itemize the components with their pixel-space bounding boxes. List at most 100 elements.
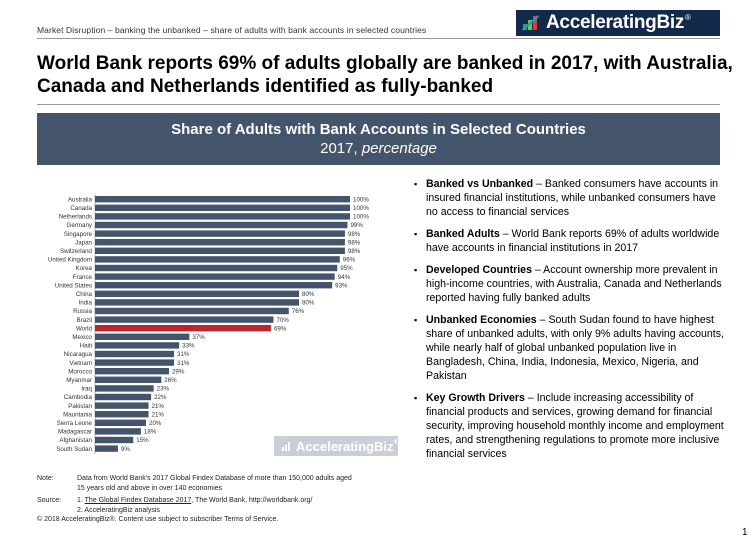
source-list: 1. The Global Findex Database 2017, The …: [77, 496, 357, 516]
category-label: Germany: [67, 222, 93, 229]
value-label: 31%: [177, 351, 190, 358]
category-label: Sierra Leone: [57, 420, 93, 427]
key-points-list: Banked vs Unbanked – Banked consumers ha…: [414, 177, 726, 469]
value-label: 22%: [154, 394, 167, 401]
brand-logo: AcceleratingBiz ®: [516, 10, 720, 36]
bar-vietnam: [95, 359, 175, 366]
category-label: Brazil: [77, 317, 92, 324]
value-label: 80%: [302, 300, 315, 307]
bar-united-kingdom: [95, 256, 340, 263]
category-label: Australia: [68, 196, 93, 203]
bullet-banked-vs-unbanked: Banked vs Unbanked – Banked consumers ha…: [414, 177, 726, 219]
logo-text: AcceleratingBiz: [546, 12, 685, 33]
category-label: Nicaragua: [64, 351, 93, 358]
source-label: Source:: [37, 497, 62, 504]
bar-brazil: [95, 316, 274, 323]
bar-afghanistan: [95, 436, 134, 444]
bullet-title: Banked Adults: [426, 228, 500, 240]
value-label: 69%: [274, 325, 287, 332]
bar-south-sudan: [95, 445, 118, 452]
value-label: 9%: [121, 446, 130, 453]
category-label: United States: [55, 282, 92, 289]
value-label: 21%: [152, 403, 165, 410]
bar-switzerland: [95, 247, 345, 254]
category-label: Cambodia: [64, 394, 93, 401]
bar-germany: [95, 221, 348, 229]
source-1-link[interactable]: The Global Findex Database 2017: [84, 497, 192, 504]
bar-russia: [95, 307, 289, 315]
category-label: Myanmar: [66, 377, 92, 384]
bar-singapore: [95, 230, 345, 237]
value-label: 98%: [348, 231, 361, 238]
value-label: 99%: [350, 222, 363, 229]
category-label: Mauritania: [63, 411, 92, 418]
value-label: 93%: [335, 282, 348, 289]
note-label: Note:: [37, 475, 54, 482]
bar-mauritania: [95, 411, 149, 418]
bar-nicaragua: [95, 350, 175, 358]
category-label: Korea: [75, 265, 92, 272]
value-label: 98%: [348, 239, 361, 246]
source-1-prefix: 1.: [77, 497, 85, 504]
value-label: 80%: [302, 291, 315, 298]
category-label: World: [76, 325, 93, 332]
category-label: Canada: [70, 205, 92, 212]
value-label: 94%: [338, 274, 351, 281]
bar-madagascar: [95, 428, 141, 435]
category-label: France: [73, 274, 93, 281]
watermark-registered-mark: ®: [393, 438, 399, 446]
value-label: 21%: [152, 411, 165, 418]
value-label: 76%: [292, 308, 305, 315]
chart-title: Share of Adults with Bank Accounts in Se…: [171, 121, 586, 138]
value-label: 31%: [177, 360, 190, 367]
source-1-suffix: , The World Bank, http://worldbank.org/: [191, 497, 313, 504]
category-label: Singapore: [64, 231, 93, 238]
category-label: Iraq: [81, 386, 92, 393]
chart-subtitle-unit: percentage: [361, 140, 437, 157]
watermark-logo: AcceleratingBiz ®: [274, 436, 399, 456]
category-label: Mexico: [72, 334, 92, 341]
chart-subtitle: 2017, percentage: [37, 140, 720, 157]
category-label: Russia: [73, 308, 92, 315]
value-label: 100%: [353, 196, 369, 203]
bar-japan: [95, 239, 345, 246]
bar-mexico: [95, 333, 190, 340]
bar-iraq: [95, 385, 154, 392]
bar-myanmar: [95, 376, 162, 383]
bar-france: [95, 273, 335, 280]
bar-australia: [95, 196, 350, 203]
value-label: 100%: [353, 214, 369, 221]
value-label: 96%: [343, 257, 356, 264]
page-title: World Bank reports 69% of adults globall…: [37, 53, 733, 97]
value-label: 100%: [353, 205, 369, 212]
copyright-footer: © 2018 AcceleratingBiz®. Content use sub…: [37, 516, 279, 523]
bullet-title: Banked vs Unbanked: [426, 178, 534, 190]
bullet-key-growth-drivers: Key Growth Drivers – Include increasing …: [414, 391, 726, 461]
watermark-bars-icon: [280, 439, 294, 453]
bar-china: [95, 290, 299, 297]
category-label: Afghanistan: [59, 437, 92, 444]
category-label: Vietnam: [69, 360, 92, 367]
note-text: Data from World Bank's 2017 Global Finde…: [77, 475, 352, 492]
chart-subtitle-year: 2017,: [320, 140, 362, 157]
value-label: 29%: [172, 368, 185, 375]
bar-netherlands: [95, 213, 350, 220]
bullet-text: – South Sudan found to have highest shar…: [426, 314, 724, 382]
chart-banner: Share of Adults with Bank Accounts in Se…: [37, 113, 720, 165]
value-label: 23%: [157, 386, 170, 393]
value-label: 20%: [149, 420, 162, 427]
category-label: Morocco: [68, 368, 92, 375]
bullet-developed-countries: Developed Countries – Account ownership …: [414, 263, 726, 305]
bullet-title: Key Growth Drivers: [426, 392, 525, 404]
category-label: China: [76, 291, 93, 298]
bullet-text: – World Bank reports 69% of adults world…: [426, 228, 720, 254]
page-number: 1: [742, 527, 748, 538]
bar-canada: [95, 204, 350, 211]
value-label: 26%: [164, 377, 177, 384]
bar-korea: [95, 264, 338, 272]
value-label: 37%: [192, 334, 205, 341]
bank-accounts-bar-chart: Australia 100% Canada 100% Netherlands 100% Ge…: [48, 194, 369, 454]
slide-topline: Market Disruption – banking the unbanked…: [37, 25, 427, 35]
category-label: United Kingdom: [48, 257, 92, 264]
category-label: Japan: [75, 239, 92, 246]
